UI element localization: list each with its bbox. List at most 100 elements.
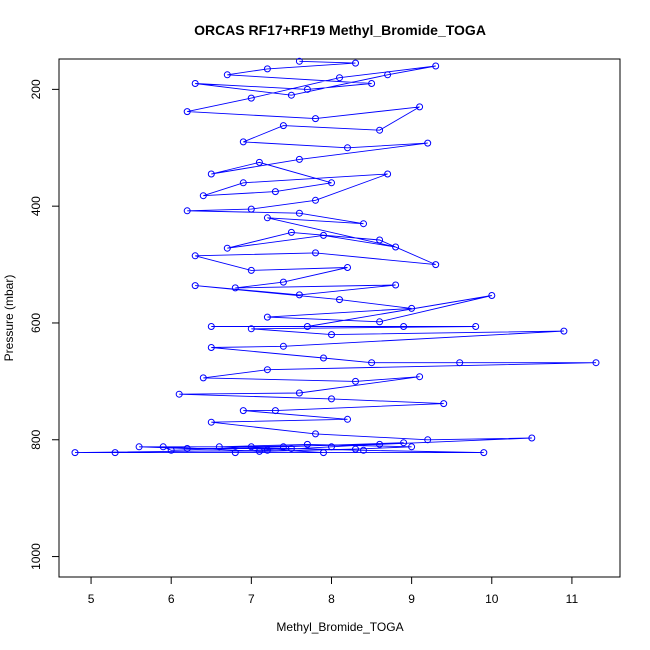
data-point	[279, 122, 287, 130]
data-point	[320, 231, 327, 239]
data-point	[328, 179, 335, 187]
data-point	[287, 91, 295, 99]
data-point	[376, 236, 384, 244]
data-point	[360, 446, 367, 454]
data-point	[271, 188, 279, 196]
data-point	[287, 445, 295, 452]
data-point	[400, 323, 408, 330]
data-point	[424, 139, 432, 147]
data-point	[328, 443, 335, 451]
data-point	[560, 327, 568, 335]
series-group	[71, 57, 600, 457]
data-point	[408, 443, 416, 451]
data-point	[255, 158, 263, 166]
data-point	[528, 434, 536, 442]
data-point	[376, 440, 384, 448]
data-point	[247, 443, 255, 451]
data-point	[247, 266, 255, 274]
data-point	[312, 249, 319, 257]
data-point	[320, 354, 327, 362]
data-point	[328, 395, 335, 403]
data-point	[376, 318, 384, 326]
data-point	[303, 85, 311, 93]
x-tick-label: 10	[485, 592, 499, 606]
data-point	[183, 108, 191, 116]
data-point	[199, 192, 207, 200]
data-point	[295, 389, 303, 397]
data-point	[263, 65, 271, 73]
data-point	[231, 284, 239, 292]
data-point	[384, 170, 392, 178]
data-point	[456, 359, 464, 367]
data-point	[175, 390, 183, 398]
x-tick-label: 9	[408, 592, 415, 606]
data-point	[199, 374, 207, 382]
data-point	[183, 445, 191, 452]
chart-title: ORCAS RF17+RF19 Methyl_Bromide_TOGA	[194, 22, 486, 38]
data-point	[239, 179, 247, 187]
data-point	[440, 400, 448, 408]
data-point	[416, 373, 424, 381]
data-point	[336, 296, 343, 304]
data-point	[239, 138, 247, 146]
data-point	[392, 281, 400, 289]
x-axis: 5 6 7 8 9 10 11	[88, 577, 579, 606]
data-point	[432, 261, 440, 269]
y-axis-label: Pressure (mbar)	[2, 275, 16, 362]
data-point	[239, 407, 247, 415]
data-point	[159, 443, 167, 451]
data-point	[191, 252, 199, 260]
data-point	[344, 264, 351, 271]
data-point	[344, 144, 351, 152]
data-point	[215, 443, 223, 451]
data-point	[207, 418, 215, 426]
data-point	[263, 313, 271, 321]
data-point	[472, 323, 480, 330]
data-point	[207, 170, 215, 178]
data-point	[312, 115, 319, 123]
y-tick-label: 600	[29, 313, 43, 333]
data-point	[392, 243, 400, 251]
data-point	[111, 449, 119, 457]
data-point	[352, 377, 359, 385]
data-point	[432, 62, 440, 70]
data-point	[400, 439, 408, 447]
data-point	[408, 304, 416, 312]
data-point	[592, 359, 600, 367]
data-point	[167, 446, 175, 454]
data-point	[295, 209, 303, 217]
data-point	[207, 344, 215, 351]
data-point	[191, 282, 199, 290]
data-point	[207, 323, 215, 330]
data-point	[488, 292, 496, 299]
data-point	[263, 366, 271, 374]
data-point	[416, 103, 424, 111]
data-point	[312, 430, 319, 438]
y-axis: 200 400 600 800 1000	[29, 79, 59, 570]
data-point	[231, 449, 239, 457]
data-point	[279, 443, 287, 451]
data-point	[295, 291, 303, 299]
data-point	[287, 228, 295, 236]
x-tick-label: 7	[248, 592, 255, 606]
data-point	[183, 207, 191, 215]
x-axis-label: Methyl_Bromide_TOGA	[276, 620, 403, 634]
data-point	[263, 214, 271, 222]
data-point	[135, 443, 143, 451]
data-point	[352, 59, 359, 67]
x-tick-label: 8	[328, 592, 335, 606]
data-point	[384, 71, 392, 79]
data-point	[263, 446, 271, 454]
data-point	[295, 155, 303, 163]
data-point	[303, 440, 311, 448]
series-line	[74, 60, 597, 454]
x-tick-label: 6	[168, 592, 175, 606]
data-point	[223, 244, 231, 252]
x-tick-label: 11	[566, 592, 579, 606]
x-tick-label: 5	[88, 592, 95, 606]
data-point	[480, 449, 488, 457]
y-tick-label: 800	[29, 429, 43, 449]
data-point	[279, 278, 287, 286]
